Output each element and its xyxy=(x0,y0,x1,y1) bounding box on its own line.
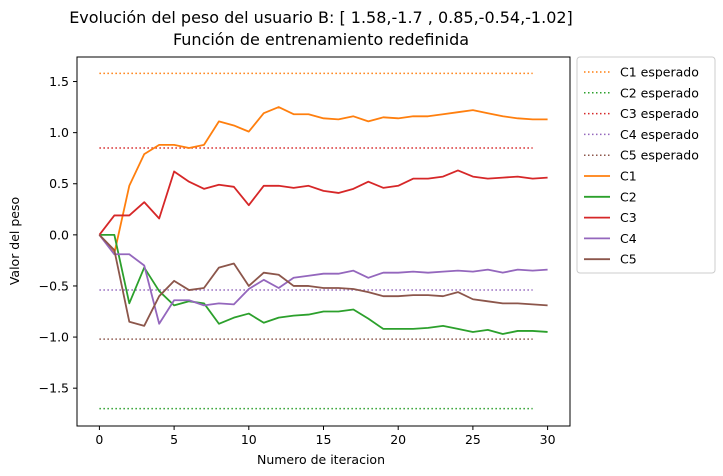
chart-subtitle: Función de entrenamiento redefinida xyxy=(173,30,469,49)
x-tick-label: 30 xyxy=(540,432,556,447)
legend-label: C1 esperado xyxy=(620,65,699,80)
x-tick-label: 25 xyxy=(465,432,481,447)
x-tick-label: 15 xyxy=(316,432,332,447)
legend-label: C4 esperado xyxy=(620,127,699,142)
legend-box xyxy=(576,56,716,274)
legend-label: C2 esperado xyxy=(620,85,699,100)
y-tick-label: −0.5 xyxy=(39,278,69,293)
x-axis-label: Numero de iteracion xyxy=(257,452,385,467)
y-tick-label: 0.0 xyxy=(49,227,69,242)
x-tick-label: 10 xyxy=(241,432,257,447)
series-line-c3 xyxy=(98,169,548,236)
x-tick-label: 5 xyxy=(170,432,178,447)
legend-label: C5 xyxy=(620,252,637,267)
series-line-c4 xyxy=(98,234,548,325)
y-tick-label: −1.5 xyxy=(39,381,69,396)
legend-label: C3 esperado xyxy=(620,106,699,121)
legend: C1 esperado C2 esperado C3 esperado C4 espe… xyxy=(576,56,716,274)
legend-label: C3 xyxy=(620,210,637,225)
series-group xyxy=(98,72,548,410)
legend-label: C2 xyxy=(620,189,637,204)
y-axis-label: Valor del peso xyxy=(7,197,22,285)
series-line-c5 xyxy=(98,234,548,327)
series-line-c1 xyxy=(98,106,548,255)
legend-label: C4 xyxy=(620,231,637,246)
legend-label: C5 esperado xyxy=(620,148,699,163)
axis-ticks: 0 5 10 15 20 25 30 −1.5 −1.0 −0.5 0.0 0.5 1.0 1.5 xyxy=(39,74,556,447)
y-tick-label: 0.5 xyxy=(49,176,69,191)
y-tick-label: 1.5 xyxy=(49,74,69,89)
legend-label: C1 xyxy=(620,169,637,184)
chart-title: Evolución del peso del usuario B: [ 1.58… xyxy=(69,8,573,27)
plot-area xyxy=(76,56,571,427)
x-tick-label: 20 xyxy=(390,432,406,447)
y-tick-label: −1.0 xyxy=(39,330,69,345)
y-tick-label: 1.0 xyxy=(49,125,69,140)
x-tick-label: 0 xyxy=(95,432,103,447)
series-line-c2 xyxy=(99,233,548,335)
